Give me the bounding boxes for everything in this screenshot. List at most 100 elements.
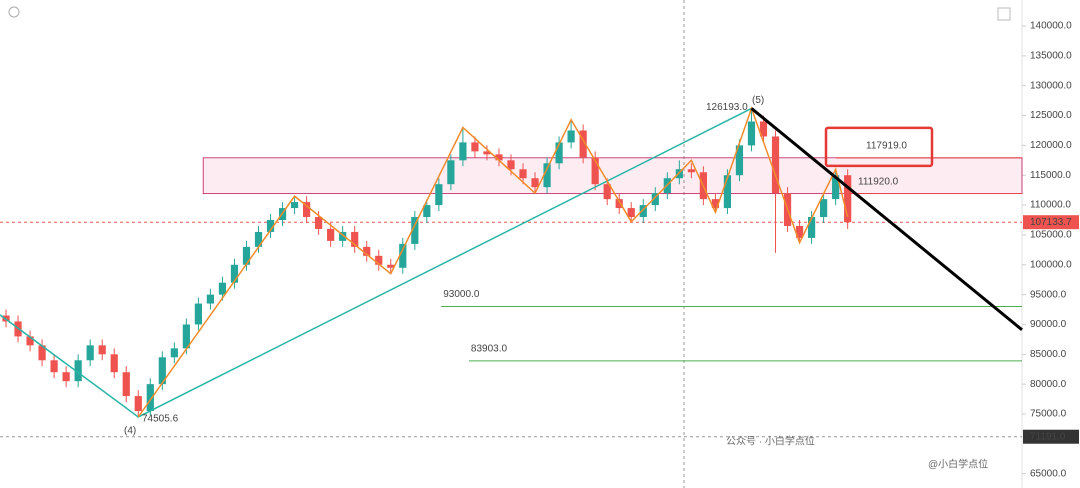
candle-body: [832, 175, 840, 200]
candle-body: [771, 136, 780, 194]
candle-body: [447, 160, 455, 185]
y-tick-label: 105000.0: [1030, 230, 1072, 241]
candle-body: [471, 142, 479, 152]
candle-body: [579, 130, 587, 158]
candle-body: [807, 217, 816, 238]
y-tick-label: 110000.0: [1030, 200, 1071, 211]
trend-line: [137, 106, 849, 418]
crosshair-badge: [1023, 429, 1079, 444]
candle-body: [182, 324, 190, 349]
candle-body: [495, 154, 503, 161]
y-tick-label: 95000.0: [1030, 289, 1067, 300]
candle-body: [795, 225, 804, 238]
candle-body: [110, 354, 118, 373]
candle-body: [387, 264, 395, 268]
candle-body: [26, 336, 34, 346]
candle-body: [423, 205, 431, 218]
candle-body: [627, 208, 635, 218]
candle-body: [363, 246, 371, 256]
candle-body: [711, 199, 720, 209]
y-tick-label: 85000.0: [1030, 349, 1067, 360]
y-tick-label: 100000.0: [1030, 259, 1072, 270]
y-tick-label: 65000.0: [1030, 468, 1067, 479]
candle-body: [254, 231, 263, 247]
candle-body: [603, 184, 611, 200]
candle-body: [735, 145, 744, 176]
trend-line: [750, 107, 1023, 331]
candle-body: [218, 282, 227, 295]
candle-body: [519, 169, 527, 179]
zone: [202, 157, 1023, 195]
settings-icon[interactable]: [8, 6, 20, 18]
watermark: 公众号 · 小白学点位: [726, 435, 815, 448]
last-price-badge: [1023, 215, 1079, 230]
candle-body: [844, 175, 852, 223]
candle-body: [411, 217, 419, 244]
candle-body: [206, 294, 215, 304]
candle-body: [435, 184, 443, 206]
y-tick-label: 80000.0: [1030, 379, 1067, 390]
candle-body: [687, 169, 695, 173]
zone-top-label: 117919.0: [866, 140, 907, 151]
candle-body: [230, 264, 239, 283]
y-tick-label: 140000.0: [1030, 21, 1072, 32]
candle-body: [639, 205, 647, 218]
candle-body: [459, 142, 467, 161]
candle-body: [158, 357, 166, 385]
candle-body: [122, 372, 130, 397]
trough-label: 74505.6: [142, 414, 179, 425]
candle-body: [62, 372, 70, 382]
candle-body: [339, 231, 347, 241]
zone-bottom-label: 111920.0: [858, 176, 899, 187]
candle-body: [375, 255, 383, 265]
candle-body: [86, 345, 94, 361]
y-tick-label: 90000.0: [1030, 319, 1067, 330]
candle-body: [675, 169, 683, 179]
watermark: @小白学点位: [928, 458, 988, 471]
candle-body: [290, 202, 299, 209]
candle-body: [567, 130, 575, 143]
candle-body: [266, 220, 275, 232]
candle-body: [507, 160, 515, 170]
trough-wave: (4): [124, 426, 136, 437]
candle-body: [483, 151, 491, 155]
candle-body: [723, 175, 732, 209]
candle-body: [74, 360, 82, 382]
candle-body: [543, 163, 551, 188]
y-tick-label: 135000.0: [1030, 51, 1072, 62]
candle-body: [820, 199, 828, 218]
last-price-label: 107133.7: [1030, 217, 1072, 228]
candle-body: [531, 178, 539, 188]
y-tick-label: 125000.0: [1030, 110, 1072, 121]
candle-body: [747, 121, 756, 146]
candle-body: [302, 202, 311, 218]
candle-body: [242, 246, 251, 265]
candle-body: [327, 228, 335, 241]
candle-body: [351, 231, 359, 247]
candle-body: [194, 303, 202, 325]
candle-body: [759, 121, 768, 137]
highlight-box: [824, 126, 934, 168]
candle-body: [134, 396, 142, 412]
candle-body: [615, 199, 623, 209]
candle-body: [555, 142, 563, 164]
candle-body: [98, 345, 106, 355]
candle-body: [399, 243, 407, 268]
peak-wave: (5): [752, 95, 764, 106]
level-label: 83903.0: [471, 343, 508, 354]
candle-body: [38, 345, 46, 361]
expand-icon[interactable]: [997, 7, 1011, 21]
candle-body: [315, 217, 323, 229]
candle-body: [591, 157, 599, 185]
y-tick-label: 115000.0: [1030, 170, 1071, 181]
y-tick-label: 75000.0: [1030, 409, 1067, 420]
candle-body: [50, 360, 58, 373]
crosshair-label: 71191.0: [1030, 431, 1066, 442]
candle-body: [651, 193, 659, 206]
level-label: 93000.0: [443, 289, 480, 300]
peak-label: 126193.0: [706, 102, 748, 113]
y-tick-label: 130000.0: [1030, 80, 1072, 91]
y-tick-label: 120000.0: [1030, 140, 1072, 151]
